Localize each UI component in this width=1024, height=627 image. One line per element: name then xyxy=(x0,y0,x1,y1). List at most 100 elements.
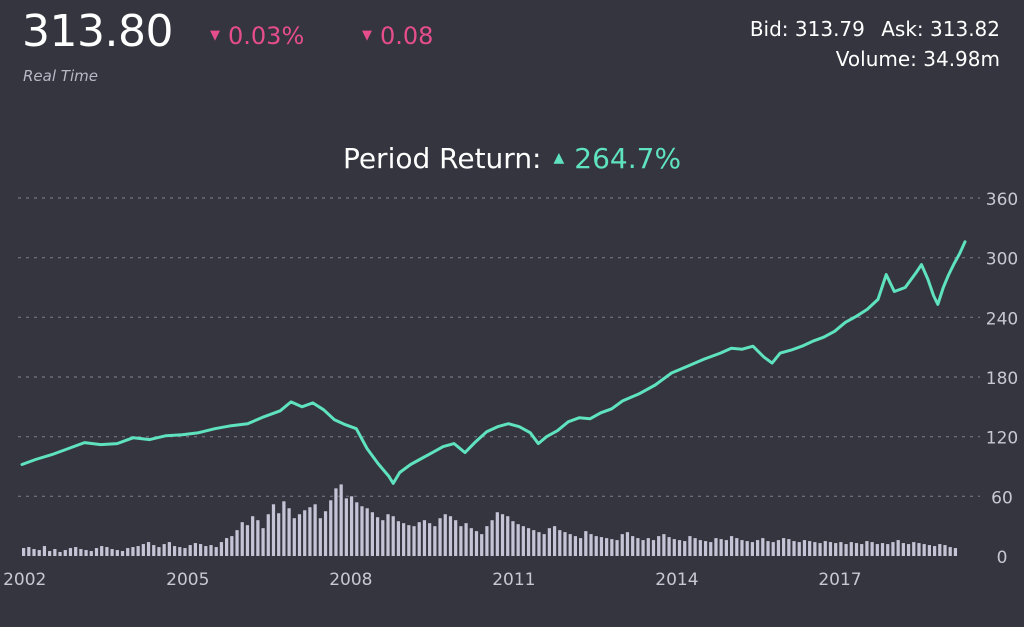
volume-bar xyxy=(709,542,713,556)
y-tick-label: 120 xyxy=(986,429,1018,449)
volume-bar xyxy=(391,516,395,556)
volume-bar xyxy=(912,542,916,556)
volume-bar xyxy=(115,550,119,556)
volume-bar xyxy=(729,536,734,556)
volume-bar xyxy=(860,544,864,556)
volume-bar xyxy=(875,544,879,556)
volume-bar xyxy=(386,514,390,556)
volume-bar xyxy=(834,543,838,556)
volume-bar xyxy=(438,518,442,556)
volume-bar xyxy=(552,526,557,556)
volume-bar xyxy=(402,523,406,556)
realtime-label: Real Time xyxy=(23,67,98,85)
volume-bar xyxy=(526,528,531,556)
ask-value: 313.82 xyxy=(930,17,1000,41)
volume-bar xyxy=(417,522,421,556)
volume-bar xyxy=(906,544,911,556)
volume-bar xyxy=(542,534,546,556)
volume-bar xyxy=(360,506,364,556)
volume-bar xyxy=(198,544,203,556)
change-absolute: ▼ 0.08 xyxy=(362,22,433,50)
volume-bar xyxy=(938,544,942,556)
volume-bar xyxy=(651,540,656,556)
change-percent: ▼ 0.03% xyxy=(210,22,304,50)
volume-bar xyxy=(511,521,515,556)
volume-bar xyxy=(605,538,609,556)
volume-bar xyxy=(375,517,380,556)
ask-label: Ask: xyxy=(881,17,924,41)
volume-bar xyxy=(714,538,718,556)
volume-bar xyxy=(84,550,88,556)
volume-bar xyxy=(677,540,682,556)
volume-bar xyxy=(48,551,52,556)
volume-bar xyxy=(813,542,817,556)
bid-label: Bid: xyxy=(749,17,789,41)
volume-bar xyxy=(27,547,31,556)
volume-bar xyxy=(313,504,317,556)
volume-bar xyxy=(802,540,807,556)
volume-value: 34.98m xyxy=(923,47,1000,71)
volume-bar xyxy=(516,524,520,556)
x-tick-label: 2014 xyxy=(655,570,698,590)
volume-bar xyxy=(162,544,166,556)
volume-bar xyxy=(334,488,338,556)
period-return: Period Return: ▲ 264.7% xyxy=(0,142,1024,175)
volume-row: Volume: 34.98m xyxy=(750,44,1000,74)
volume-bar xyxy=(396,521,401,556)
volume-bar xyxy=(823,541,827,556)
volume-bar xyxy=(891,542,895,556)
volume-bar xyxy=(584,531,588,556)
volume-label: Volume: xyxy=(835,47,917,71)
volume-bar xyxy=(771,542,775,556)
volume-bar xyxy=(32,549,36,556)
volume-bar xyxy=(323,511,328,556)
volume-bar xyxy=(58,552,62,556)
volume-bar xyxy=(485,526,489,556)
volume-bar xyxy=(94,548,99,556)
volume-bar xyxy=(506,516,510,556)
volume-bar xyxy=(755,540,760,556)
volume-bar xyxy=(740,540,744,556)
volume-bar xyxy=(787,539,791,556)
period-return-label: Period Return: xyxy=(342,142,542,175)
volume-bar xyxy=(292,518,296,556)
volume-bar xyxy=(828,542,833,556)
volume-bar xyxy=(797,542,801,556)
volume-bar xyxy=(365,508,369,556)
volume-bar xyxy=(646,538,650,556)
volume-bars xyxy=(22,484,958,556)
volume-bar xyxy=(735,538,739,556)
volume-bar xyxy=(37,550,41,556)
volume-bar xyxy=(172,546,177,556)
volume-bar xyxy=(844,544,848,556)
grid-lines xyxy=(18,197,980,498)
volume-bar xyxy=(724,540,728,556)
volume-bar xyxy=(204,546,208,556)
volume-bar xyxy=(500,514,505,556)
volume-bar xyxy=(870,542,874,556)
volume-bar xyxy=(136,546,140,556)
volume-bar xyxy=(631,536,635,556)
volume-bar xyxy=(126,548,130,556)
volume-bar xyxy=(901,543,905,556)
x-tick-label: 2002 xyxy=(3,570,46,590)
volume-bar xyxy=(297,514,302,556)
change-percent-value: 0.03% xyxy=(228,22,305,50)
volume-bar xyxy=(662,534,666,556)
volume-bar xyxy=(100,546,104,556)
volume-bar xyxy=(641,540,645,556)
volume-bar xyxy=(454,520,458,556)
volume-bar xyxy=(532,530,536,556)
volume-bar xyxy=(261,528,265,556)
volume-bar xyxy=(558,530,562,556)
volume-bar xyxy=(750,542,755,556)
volume-bar xyxy=(287,508,291,556)
volume-bar xyxy=(152,545,156,556)
volume-bar xyxy=(433,526,437,556)
change-absolute-value: 0.08 xyxy=(380,22,434,50)
volume-bar xyxy=(105,547,109,556)
volume-bar xyxy=(927,545,931,556)
volume-bar xyxy=(625,532,630,556)
volume-bar xyxy=(599,537,604,556)
